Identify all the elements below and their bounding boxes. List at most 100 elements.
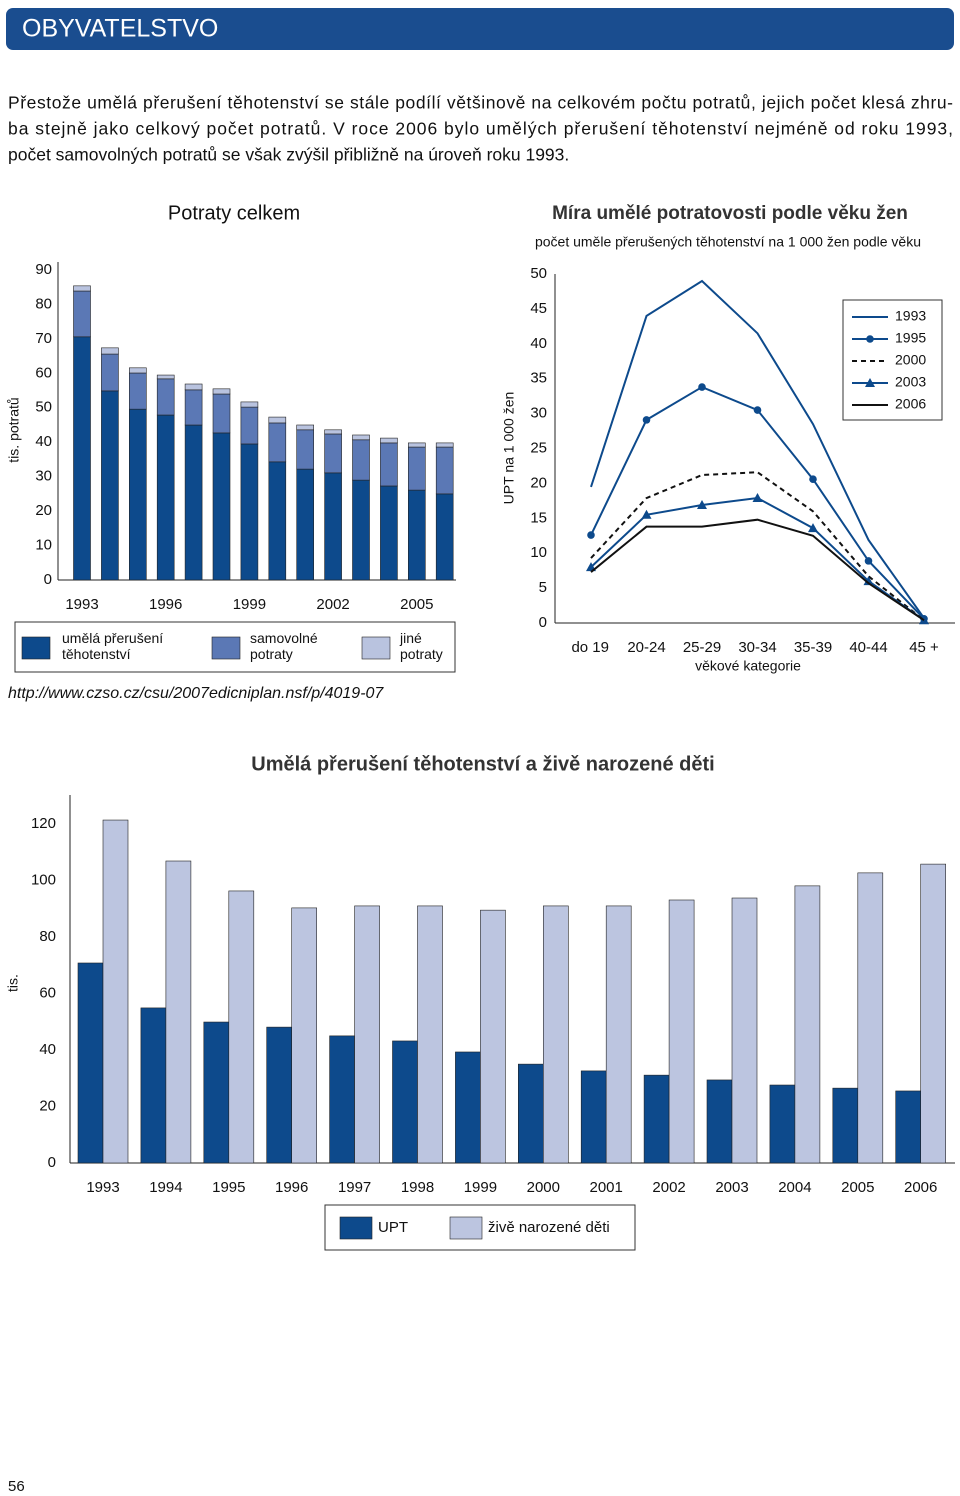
x-tick-label: 1999 [233, 596, 266, 613]
bar-segment [129, 367, 147, 374]
legend-label: jiné potraty [399, 630, 443, 662]
point-marker [641, 509, 652, 519]
legend-swatch [449, 1216, 483, 1240]
y-tick-label: 40 [35, 433, 52, 450]
bar-segment [324, 472, 342, 581]
bar [266, 1026, 293, 1164]
point-marker [864, 557, 873, 565]
y-tick-label: 0 [48, 1154, 56, 1171]
bar-segment [435, 493, 454, 581]
x-tick-label: 2006 [904, 1179, 937, 1196]
bar-segment [73, 285, 91, 292]
y-tick-label: 90 [35, 261, 52, 278]
x-tick-label: 1993 [86, 1179, 119, 1196]
bar-segment [101, 353, 119, 392]
legend-label: živě narozené děti [488, 1219, 610, 1236]
legend-label: 2000 [895, 352, 926, 368]
bar [731, 897, 758, 1164]
bar [895, 1090, 922, 1164]
bar-segment [380, 437, 398, 444]
bar [920, 863, 947, 1164]
x-tick-label: 25-29 [683, 639, 721, 656]
bar-segment [212, 393, 231, 434]
legend-frame [324, 1204, 636, 1251]
y-tick-label: 100 [31, 871, 56, 888]
y-tick-label: 30 [35, 468, 52, 485]
data-line [590, 497, 925, 622]
x-tick-label: 35-39 [794, 639, 832, 656]
chart-title: Míra umělé potratovosti podle věku žen [552, 203, 908, 224]
bar-segment [156, 378, 175, 416]
x-tick-label: 1996 [275, 1179, 308, 1196]
x-tick-label: 2005 [400, 596, 433, 613]
y-tick-label: 120 [31, 815, 56, 832]
x-tick-label: 2002 [316, 596, 349, 613]
bar-segment [296, 424, 315, 431]
bar-segment [240, 401, 259, 408]
x-tick-label: 1996 [149, 596, 182, 613]
point-marker [642, 416, 651, 424]
point-marker [752, 493, 763, 503]
legend-label: 2003 [895, 374, 926, 390]
x-tick-label: 1994 [149, 1179, 182, 1196]
bar [706, 1079, 733, 1164]
bar-segment [268, 422, 287, 463]
legend-label: UPT [378, 1219, 408, 1236]
y-tick-label: 45 [530, 300, 547, 317]
header-title: OBYVATELSTVO [22, 15, 218, 43]
bar-segment [156, 414, 175, 581]
y-tick-label: 0 [44, 571, 52, 588]
y-tick-label: 30 [530, 405, 547, 422]
bar [668, 899, 695, 1164]
point-marker [863, 576, 874, 586]
y-tick-label: 70 [35, 330, 52, 347]
bar-segment [156, 374, 175, 380]
intro-line: Přestože umělá přerušení těhotenství se … [8, 93, 953, 113]
x-tick-label: do 19 [571, 639, 609, 656]
bar-segment [296, 429, 315, 470]
bar-segment [184, 424, 203, 581]
x-tick-label: 1997 [338, 1179, 371, 1196]
intro-line: počet samovolných potratů se však zvýšil… [8, 145, 569, 165]
bar [329, 1035, 355, 1164]
x-tick-label: 45 + [909, 639, 939, 656]
y-tick-label: 60 [35, 364, 52, 381]
point-marker [587, 531, 595, 539]
y-tick-label: 15 [530, 509, 547, 526]
bar [542, 905, 569, 1164]
point-marker [753, 406, 762, 414]
y-tick-label: 0 [539, 614, 547, 631]
legend-label: samovolné potraty [250, 630, 318, 662]
page-number: 56 [8, 1478, 25, 1495]
bar [77, 962, 104, 1164]
y-tick-label: 10 [530, 544, 547, 561]
y-tick-label: 40 [530, 335, 547, 352]
bar-segment [101, 347, 119, 355]
bar-segment [240, 406, 259, 445]
point-marker [697, 500, 707, 510]
x-tick-label: 1993 [65, 596, 98, 613]
chart-subtitle: počet uměle přerušených těhotenství na 1… [535, 234, 921, 250]
point-marker [809, 475, 817, 484]
x-tick-label: 1998 [401, 1179, 434, 1196]
source-url: http://www.czso.cz/csu/2007edicniplan.ns… [8, 685, 384, 702]
bar-segment [324, 433, 342, 474]
y-tick-label: 40 [39, 1041, 56, 1058]
bar [643, 1074, 670, 1164]
legend-swatch [211, 636, 241, 660]
legend-frame [14, 621, 456, 673]
bar-segment [352, 439, 370, 481]
bar [228, 890, 255, 1164]
y-tick-label: 50 [35, 399, 52, 416]
bar-segment [268, 461, 287, 581]
x-tick-label: 2001 [590, 1179, 623, 1196]
bar-segment [380, 442, 398, 487]
bar-segment [296, 468, 315, 581]
y-axis-label: tis. potratů [6, 397, 22, 462]
header-bar [6, 8, 954, 50]
bar [354, 905, 380, 1164]
y-tick-label: 20 [35, 502, 52, 519]
bar-segment [407, 446, 426, 491]
